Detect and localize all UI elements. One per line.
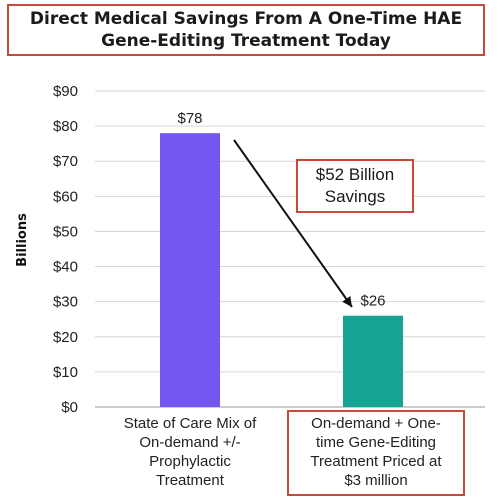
category-label-1: On-demand + One- time Gene-Editing Treat… (287, 410, 465, 496)
y-tick-label: $40 (53, 259, 78, 276)
category-label-0: State of Care Mix of On-demand +/- Proph… (106, 414, 274, 490)
y-tick-label: $0 (61, 399, 78, 416)
y-tick-label: $60 (53, 188, 78, 205)
chart-title: Direct Medical Savings From A One-Time H… (7, 4, 485, 56)
data-labels: $78 $26 (177, 110, 385, 310)
data-label-0: $78 (177, 110, 202, 127)
savings-callout: $52 Billion Savings (296, 159, 414, 213)
category-0-line-1: State of Care Mix of (123, 415, 257, 432)
data-label-1: $26 (360, 293, 385, 310)
category-1-line-3: Treatment Priced at (310, 453, 442, 470)
y-tick-label: $30 (53, 294, 78, 311)
category-1-line-4: $3 million (344, 472, 408, 489)
savings-callout-line-1: $52 Billion (315, 165, 395, 184)
category-0-line-4: Treatment (156, 472, 224, 489)
y-tick-label: $80 (53, 118, 78, 135)
chart-title-line-2: Gene-Editing Treatment Today (101, 31, 391, 51)
savings-callout-line-2: Savings (324, 187, 386, 206)
savings-arrow (233, 139, 353, 308)
y-tick-label: $50 (53, 223, 78, 240)
bars (160, 133, 403, 407)
chart-title-line-1: Direct Medical Savings From A One-Time H… (29, 9, 463, 29)
gridlines (95, 90, 485, 408)
y-tick-label: $70 (53, 153, 78, 170)
category-0-line-3: Prophylactic (149, 453, 231, 470)
category-1-line-2: time Gene-Editing (315, 434, 437, 451)
y-axis-ticks: $0 $10 $20 $30 $40 $50 $60 $70 $80 $90 (53, 83, 78, 416)
y-tick-label: $20 (53, 329, 78, 346)
category-1-line-1: On-demand + One- (311, 415, 441, 432)
y-tick-label: $90 (53, 83, 78, 100)
bar-1 (343, 315, 403, 407)
category-0-line-2: On-demand +/- (139, 434, 241, 451)
y-axis-label: Billions (15, 213, 30, 267)
y-tick-label: $10 (53, 364, 78, 381)
bar-0 (160, 133, 220, 407)
